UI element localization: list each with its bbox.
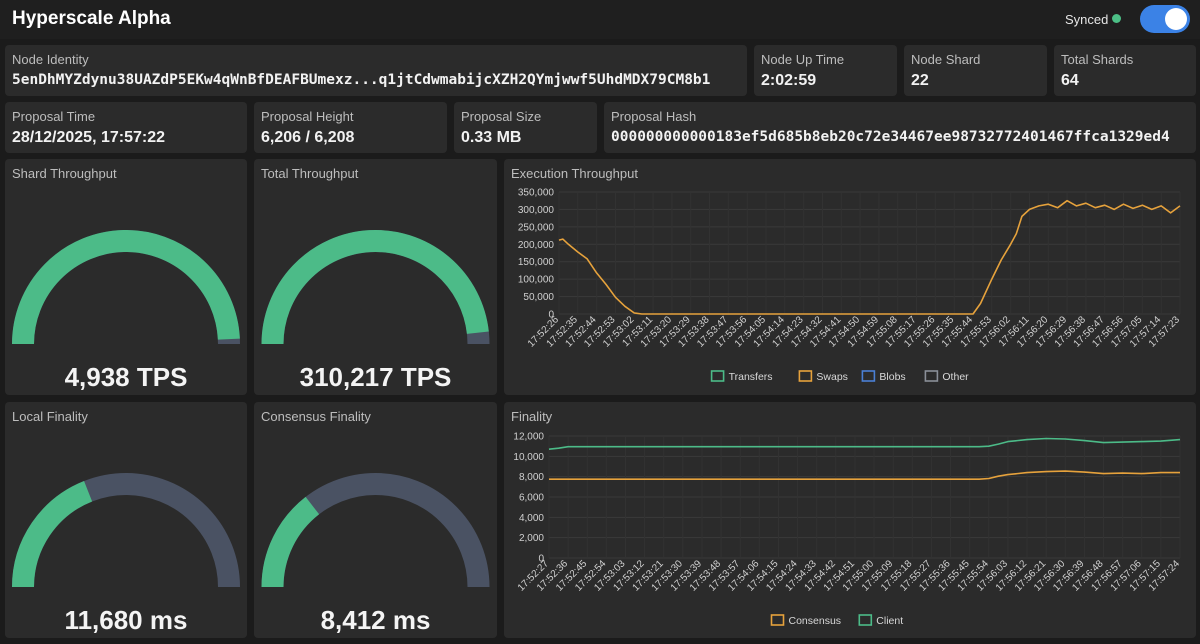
node-shard-card: Node Shard 22 (904, 45, 1047, 96)
proposal-height-value: 6,206 / 6,208 (261, 129, 355, 146)
proposal-height-label: Proposal Height (261, 109, 354, 124)
node-shard-value: 22 (911, 72, 929, 89)
finality-y-tick-label: 12,000 (513, 432, 544, 443)
shard-throughput-value: 4,938 TPS (64, 362, 188, 392)
node-identity-card: Node Identity 5enDhMYZdynu38UAZdP5EKw4qW… (5, 45, 747, 96)
shard-throughput-gauge (12, 230, 240, 345)
consensus-finality-label: Consensus Finality (261, 409, 371, 424)
node-up-time-label: Node Up Time (761, 52, 845, 67)
consensus-finality-gauge-fill (261, 496, 320, 588)
app-title: Hyperscale Alpha (12, 8, 171, 29)
execution-throughput-y-tick-label: 50,000 (523, 292, 554, 303)
execution-throughput-legend-swatch-transfers[interactable] (710, 370, 725, 382)
finality-series-client (548, 437, 1181, 450)
local-finality-card: Local Finality 11,680 ms (5, 402, 247, 638)
app-header: Hyperscale Alpha Synced (0, 0, 1200, 39)
consensus-finality-card: Consensus Finality 8,412 ms (254, 402, 497, 638)
total-shards-card: Total Shards 64 (1054, 45, 1196, 96)
execution-throughput-legend-label-swaps[interactable]: Swaps (816, 371, 848, 383)
sync-toggle[interactable] (1140, 5, 1190, 33)
execution-throughput-y-tick-label: 250,000 (518, 222, 555, 233)
finality-y-tick-label: 6,000 (519, 493, 544, 504)
execution-throughput-y-tick-label: 0 (548, 310, 554, 321)
node-identity-label: Node Identity (12, 52, 89, 67)
proposal-hash-card: Proposal Hash 000000000000183ef5d685b8eb… (604, 102, 1196, 153)
local-finality-value: 11,680 ms (64, 605, 188, 635)
total-throughput-card: Total Throughput 310,217 TPS (254, 159, 497, 395)
proposal-size-value: 0.33 MB (461, 129, 522, 146)
execution-throughput-title: Execution Throughput (511, 166, 638, 181)
shard-throughput-card: Shard Throughput 4,938 TPS (5, 159, 247, 395)
finality-title: Finality (511, 409, 553, 424)
execution-throughput-legend-swatch-blobs[interactable] (861, 370, 876, 382)
total-throughput-gauge-fill (261, 230, 489, 345)
execution-throughput-legend-swatch-other[interactable] (924, 370, 939, 382)
local-finality-gauge-fill (12, 481, 93, 588)
proposal-time-label: Proposal Time (12, 109, 96, 124)
finality-chart: 02,0004,0006,0008,00010,00012,00017:52:2… (513, 432, 1182, 628)
consensus-finality-gauge (261, 473, 490, 588)
sync-status-label: Synced (1065, 12, 1109, 27)
shard-throughput-gauge-fill (12, 230, 240, 345)
finality-y-tick-label: 8,000 (519, 472, 544, 483)
sync-status-dot-icon (1112, 14, 1121, 23)
finality-y-tick-label: 10,000 (513, 452, 544, 463)
shard-throughput-label: Shard Throughput (12, 166, 117, 181)
execution-throughput-y-tick-label: 350,000 (518, 188, 555, 199)
node-up-time-card: Node Up Time 2:02:59 (754, 45, 897, 96)
node-up-time-value: 2:02:59 (761, 72, 817, 89)
proposal-height-card: Proposal Height 6,206 / 6,208 (254, 102, 447, 153)
finality-card: Finality 0 2,000 4,000 6,000 8,000 10,000 12,0… (504, 402, 1196, 638)
node-shard-label: Node Shard (911, 52, 981, 67)
execution-throughput-y-tick-label: 100,000 (518, 275, 555, 286)
execution-throughput-legend-label-blobs[interactable]: Blobs (879, 371, 905, 383)
execution-throughput-y-tick-label: 300,000 (518, 205, 555, 216)
finality-legend-label-client[interactable]: Client (876, 615, 903, 627)
finality-series-consensus (549, 470, 1180, 480)
proposal-hash-label: Proposal Hash (611, 109, 697, 124)
proposal-size-card: Proposal Size 0.33 MB (454, 102, 597, 153)
execution-throughput-chart: 0 50,000 100,000 150,000 200,000 250,000 300,0… (518, 188, 1183, 384)
total-throughput-label: Total Throughput (261, 166, 359, 181)
node-identity-value: 5enDhMYZdynu38UAZdP5EKw4qWnBfDEAFBUmexz.… (12, 72, 711, 88)
local-finality-label: Local Finality (12, 409, 88, 424)
finality-legend-label-consensus[interactable]: Consensus (789, 615, 842, 627)
local-finality-gauge (12, 473, 240, 588)
toggle-knob (1165, 8, 1187, 30)
proposal-time-value: 28/12/2025, 17:57:22 (12, 129, 166, 146)
execution-throughput-series-swaps (558, 199, 1181, 315)
finality-y-tick-label: 4,000 (519, 513, 544, 524)
finality-y-tick-label: 0 (538, 554, 544, 565)
execution-throughput-y-tick-label: 150,000 (518, 257, 555, 268)
execution-throughput-legend-swatch-swaps[interactable] (798, 370, 813, 382)
total-throughput-value: 310,217 TPS (299, 362, 452, 392)
total-shards-label: Total Shards (1061, 52, 1134, 67)
finality-legend-swatch-consensus[interactable] (770, 614, 785, 626)
total-shards-value: 64 (1061, 72, 1079, 89)
execution-throughput-legend-label-transfers[interactable]: Transfers (729, 371, 773, 383)
finality-legend-swatch-client[interactable] (858, 614, 873, 626)
execution-throughput-legend-label-other[interactable]: Other (942, 371, 969, 383)
proposal-hash-value: 000000000000183ef5d685b8eb20c72e34467ee9… (611, 129, 1170, 145)
finality-y-tick-label: 2,000 (519, 533, 544, 544)
total-throughput-gauge (261, 230, 490, 345)
proposal-time-card: Proposal Time 28/12/2025, 17:57:22 (5, 102, 247, 153)
execution-throughput-y-tick-label: 200,000 (518, 240, 555, 251)
consensus-finality-value: 8,412 ms (320, 605, 431, 635)
execution-throughput-card: Execution Throughput 0 50,000 100,000 150,0… (504, 159, 1196, 395)
proposal-size-label: Proposal Size (461, 109, 542, 124)
